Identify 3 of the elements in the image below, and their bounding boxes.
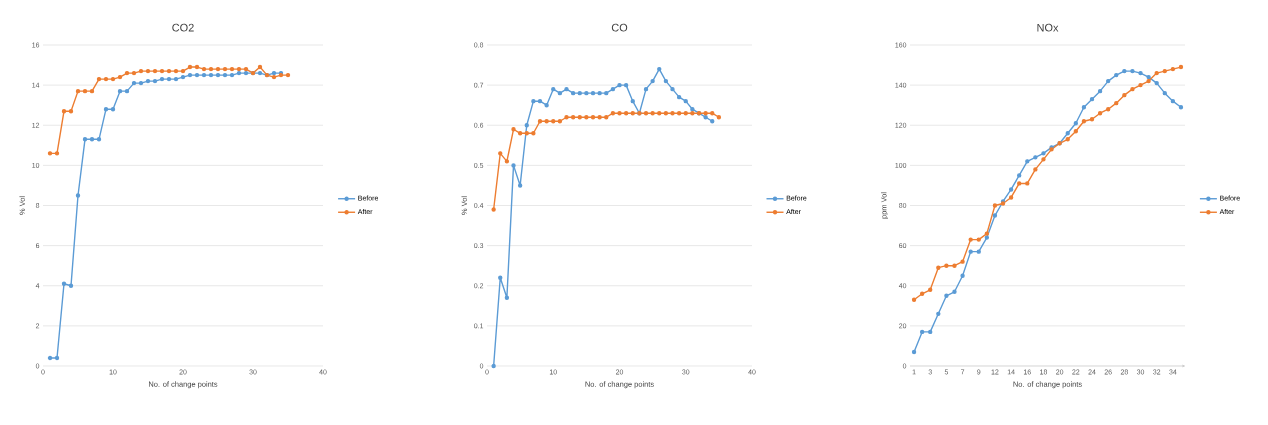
chart-title: CO2 <box>172 23 194 32</box>
chart-title: NOx <box>1037 23 1059 32</box>
chart-title: CO <box>611 23 628 32</box>
